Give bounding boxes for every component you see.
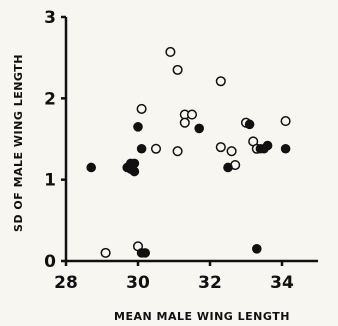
y-axis-title: SD OF MALE WING LENGTH [12,54,25,232]
filled-data-point [223,162,233,173]
axes [64,17,318,263]
x-tick-label: 28 [54,273,78,293]
y-tick-label: 0 [44,252,56,272]
filled-data-point [136,143,147,154]
open-data-point [150,143,162,154]
filled-data-point [133,122,143,132]
filled-data-point [280,143,291,154]
open-data-point [172,146,183,157]
filled-data-point [244,119,255,130]
open-data-point [215,142,226,153]
open-data-point [172,64,183,75]
open-data-point [280,116,291,127]
open-data-point [179,117,190,128]
filled-data-point [194,123,204,134]
open-data-point [100,247,111,258]
x-ticks: 28 30 32 34 [54,261,294,293]
open-data-point [136,103,147,114]
open-data-point [165,46,176,58]
x-tick-label: 32 [198,273,222,293]
filled-data-point [86,162,96,173]
y-tick-label: 1 [44,171,56,191]
open-data-point [186,109,198,120]
x-tick-label: 34 [270,273,294,293]
y-ticks: 0 1 2 3 [44,8,66,272]
open-data-point [226,146,237,157]
filled-data-point [140,248,150,258]
open-data-point [215,76,226,87]
data-points [86,46,291,258]
filled-data-point [251,244,262,254]
y-tick-label: 2 [44,89,56,109]
y-tick-label: 3 [44,8,56,28]
x-tick-label: 30 [126,273,150,293]
filled-data-point [126,164,136,174]
x-axis-title: MEAN MALE WING LENGTH [114,310,290,323]
filled-data-point [262,140,273,151]
